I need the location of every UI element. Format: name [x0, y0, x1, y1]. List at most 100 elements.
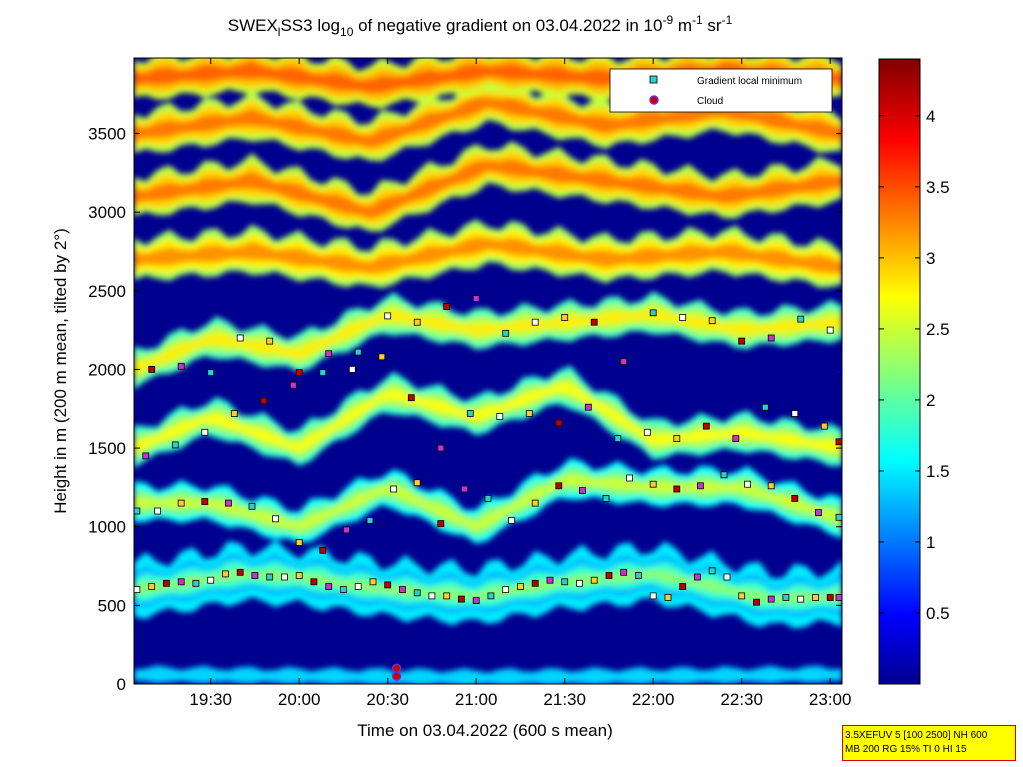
gradient-minimum-marker	[266, 573, 274, 581]
gradient-minimum-marker	[835, 438, 842, 446]
gradient-minimum-marker	[697, 482, 704, 490]
gradient-minimum-marker	[384, 312, 392, 320]
gradient-minimum-marker	[177, 578, 185, 586]
gradient-minimum-marker	[590, 576, 598, 584]
gradient-minimum-marker	[413, 479, 421, 487]
gradient-minimum-marker	[437, 520, 445, 527]
gradient-minimum-marker	[702, 422, 710, 430]
layer-core	[134, 236, 842, 274]
gradient-minimum-marker	[443, 303, 451, 310]
x-tick-label: 20:00	[278, 690, 321, 709]
gradient-minimum-marker	[496, 413, 504, 421]
layer-body	[134, 227, 842, 282]
legend-label-cloud: Cloud	[697, 96, 723, 107]
cloud-marker	[391, 663, 402, 674]
gradient-minimum-marker	[325, 583, 333, 590]
gradient-minimum-marker	[744, 480, 751, 488]
legend: Gradient local minimum Cloud	[609, 68, 833, 113]
plot-area	[134, 58, 842, 684]
gradient-minimum-marker	[230, 410, 238, 417]
gradient-minimum-marker	[531, 499, 539, 507]
gradient-minimum-marker	[579, 487, 586, 494]
colorbar-tick-label: 3.5	[926, 178, 950, 197]
gradient-minimum-marker	[354, 583, 362, 590]
gradient-minimum-marker	[531, 579, 539, 587]
gradient-minimum-marker	[517, 583, 524, 590]
surface-band	[134, 665, 842, 684]
gradient-minimum-marker	[221, 570, 229, 578]
gradient-minimum-marker	[732, 435, 740, 443]
gradient-minimum-marker	[236, 334, 244, 342]
gradient-minimum-marker	[835, 594, 842, 601]
legend-circle-marker	[649, 95, 659, 105]
gradient-minimum-marker	[797, 595, 805, 603]
gradient-minimum-marker	[437, 444, 445, 452]
gradient-minimum-marker	[708, 317, 716, 325]
y-tick-label: 0	[117, 675, 126, 694]
gradient-minimum-marker	[398, 586, 406, 593]
gradient-minimum-marker	[643, 428, 651, 436]
gradient-minimum-marker	[767, 595, 775, 603]
gradient-minimum-marker	[201, 428, 209, 436]
gradient-minimum-marker	[162, 579, 170, 587]
x-axis-label: Time on 03.04.2022 (600 s mean)	[357, 721, 612, 740]
gradient-minimum-marker	[348, 365, 356, 373]
layer-core	[134, 568, 842, 604]
gradient-minimum-marker	[369, 578, 377, 586]
y-tick-label: 2000	[88, 360, 126, 379]
gradient-minimum-marker	[148, 365, 156, 373]
colorbar-tick-label: 1.5	[926, 462, 950, 481]
gradient-minimum-marker	[820, 422, 828, 430]
gradient-minimum-marker	[826, 594, 834, 601]
gradient-minimum-marker	[649, 480, 657, 488]
gradient-minimum-marker	[251, 572, 259, 579]
gradient-minimum-marker	[561, 314, 569, 321]
gradient-minimum-marker	[201, 498, 209, 505]
gradient-minimum-marker	[761, 403, 769, 411]
gradient-minimum-marker	[310, 578, 318, 586]
info-line-2: MB 200 RG 15% TI 0 HI 15	[845, 744, 967, 755]
gradient-minimum-marker	[584, 403, 592, 411]
gradient-minimum-marker	[738, 592, 746, 600]
gradient-minimum-marker	[366, 517, 374, 524]
gradient-minimum-marker	[635, 572, 642, 579]
gradient-minimum-marker	[134, 586, 141, 593]
legend-label-minimum: Gradient local minimum	[697, 76, 802, 87]
gradient-minimum-marker	[791, 494, 799, 502]
gradient-minimum-marker	[576, 579, 583, 587]
gradient-minimum-marker	[614, 435, 622, 443]
colorbar-tick-label: 1	[926, 533, 935, 552]
gradient-minimum-marker	[407, 394, 415, 402]
y-tick-label: 3500	[88, 124, 126, 143]
gradient-minimum-marker	[753, 598, 760, 606]
gradient-minimum-marker	[354, 348, 362, 356]
x-tick-label: 22:00	[632, 690, 675, 709]
x-axis-ticks: 19:30 20:00 20:30 21:00 21:30 22:00 22:30 23:00	[189, 58, 851, 709]
gradient-minimum-marker	[466, 410, 474, 417]
gradient-minimum-marker	[679, 583, 687, 590]
gradient-minimum-marker	[835, 513, 842, 521]
gradient-minimum-marker	[457, 595, 465, 603]
gradient-minimum-marker	[767, 482, 775, 490]
gradient-minimum-marker	[720, 471, 728, 479]
gradient-minimum-marker	[443, 592, 451, 600]
settings-info-box: 3.5XEFUV 5 [100 2500] NH 600 MB 200 RG 1…	[842, 725, 1016, 761]
gradient-minimum-marker	[339, 586, 347, 593]
gradient-minimum-marker	[177, 499, 185, 507]
gradient-minimum-marker	[531, 318, 539, 326]
y-axis-label: Height in m (200 m mean, tilted by 2°)	[51, 228, 70, 514]
gradient-minimum-marker	[484, 494, 492, 502]
colorbar-ticks: 0.5 1 1.5 2 2.5 3 3.5 4	[879, 107, 950, 623]
layer-core	[134, 474, 842, 532]
gradient-minimum-marker	[620, 568, 628, 576]
legend-box	[609, 68, 833, 113]
gradient-minimum-marker	[413, 589, 421, 597]
gradient-minimum-marker	[295, 539, 303, 546]
gradient-minimum-marker	[626, 474, 633, 482]
gradient-minimum-marker	[502, 329, 510, 337]
gradient-minimum-marker	[272, 515, 280, 523]
gradient-minimum-marker	[502, 586, 510, 593]
gradient-minimum-marker	[472, 597, 480, 604]
gradient-minimum-marker	[723, 573, 731, 581]
gradient-minimum-marker	[797, 315, 805, 323]
